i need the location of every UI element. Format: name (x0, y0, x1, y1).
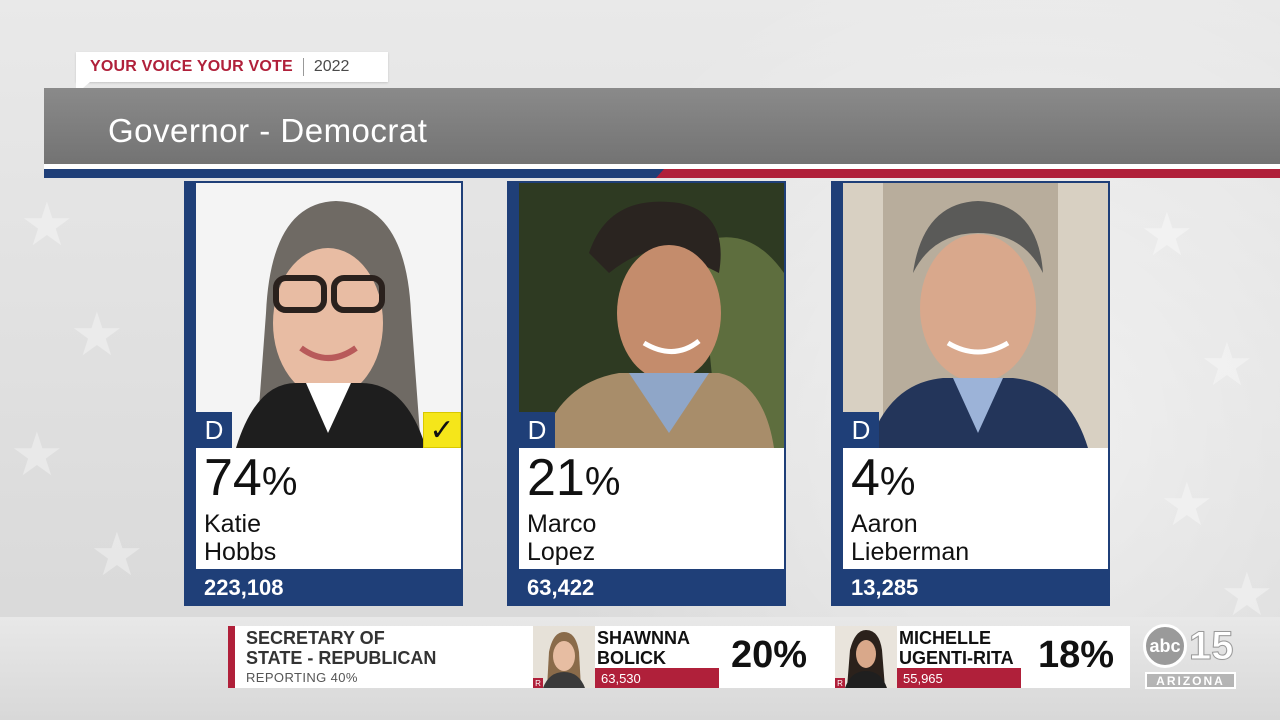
show-name: YOUR VOICE YOUR VOTE (90, 58, 293, 75)
party-badge: D (519, 412, 555, 448)
ticker-party-badge: R (533, 678, 543, 688)
station-region: ARIZONA (1145, 672, 1236, 689)
station-logo: abc 15 ARIZONA (1143, 622, 1238, 689)
candidate-last-name: Hobbs (204, 538, 277, 566)
candidate-photo (196, 183, 461, 448)
candidate-card: D ✓ 74% Katie Hobbs 223,108 (184, 181, 463, 606)
vote-percent: 4% (851, 452, 916, 504)
candidate-info: 21% Marco Lopez (519, 448, 784, 569)
ticker-candidate-name-line2: UGENTI-RITA (899, 648, 1014, 668)
candidate-first-name: Katie (204, 510, 261, 538)
vote-count: 13,285 (851, 575, 919, 600)
abc-logo-icon: abc (1143, 624, 1187, 668)
race-title-bar: Governor - Democrat (44, 88, 1280, 164)
ticker-race-title: SECRETARY OF STATE - REPUBLICAN (246, 628, 436, 668)
show-tag: YOUR VOICE YOUR VOTE 2022 (76, 52, 388, 82)
ticker-candidate-photo (835, 626, 897, 688)
title-stripe-blue (44, 169, 664, 178)
vote-percent-number: 4 (851, 449, 880, 507)
percent-sign: % (261, 460, 298, 504)
winner-check-icon: ✓ (423, 412, 461, 448)
candidate-first-name: Marco (527, 510, 597, 538)
candidate-info: 4% Aaron Lieberman (843, 448, 1108, 569)
candidate-card: D 4% Aaron Lieberman 13,285 (831, 181, 1110, 606)
candidate-name: Katie Hobbs (204, 510, 276, 566)
candidate-card: D 21% Marco Lopez 63,422 (507, 181, 786, 606)
ticker-candidate-name: SHAWNNA BOLICK (597, 628, 690, 668)
ticker-race-line1: SECRETARY OF (246, 628, 385, 648)
title-stripe-white (44, 164, 1280, 169)
candidate-first-name: Aaron (851, 510, 918, 538)
ticker-vote-count: 63,530 (595, 668, 719, 688)
tag-divider (302, 58, 304, 76)
vote-percent: 21% (527, 452, 620, 504)
percent-sign: % (879, 460, 916, 504)
ticker-candidate-photo (533, 626, 595, 688)
percent-sign: % (584, 460, 621, 504)
ticker-candidate-name: MICHELLE UGENTI-RITA (899, 628, 1014, 668)
candidate-photo (519, 183, 784, 448)
title-stripe-red (656, 169, 1280, 178)
candidate-name: Aaron Lieberman (851, 510, 969, 566)
vote-percent: 74% (204, 452, 297, 504)
ticker-vote-percent: 20% (731, 634, 808, 676)
candidate-last-name: Lieberman (851, 538, 970, 566)
ticker-candidate-name-line2: BOLICK (597, 648, 666, 668)
logo-mark: abc 15 (1143, 622, 1238, 670)
candidate-info: 74% Katie Hobbs (196, 448, 461, 569)
ticker-party-badge: R (835, 678, 845, 688)
vote-percent-number: 74 (204, 449, 262, 507)
ticker-reporting: REPORTING 40% (246, 670, 358, 685)
vote-percent-number: 21 (527, 449, 585, 507)
election-year: 2022 (313, 58, 350, 75)
ticker-candidate-name-line1: SHAWNNA (597, 628, 690, 648)
candidate-photo (843, 183, 1108, 448)
party-badge: D (843, 412, 879, 448)
vote-count: 223,108 (204, 575, 284, 600)
ticker-vote-percent: 18% (1038, 634, 1115, 676)
ticker-candidate-name-line1: MICHELLE (899, 628, 991, 648)
race-title: Governor - Democrat (108, 112, 428, 149)
party-badge: D (196, 412, 232, 448)
ticker-race-line2: STATE - REPUBLICAN (246, 648, 437, 668)
vote-count: 63,422 (527, 575, 595, 600)
channel-number: 15 (1189, 623, 1234, 668)
candidate-name: Marco Lopez (527, 510, 596, 566)
ticker-accent-bar (228, 626, 235, 688)
candidate-last-name: Lopez (527, 538, 596, 566)
ticker-vote-count: 55,965 (897, 668, 1021, 688)
